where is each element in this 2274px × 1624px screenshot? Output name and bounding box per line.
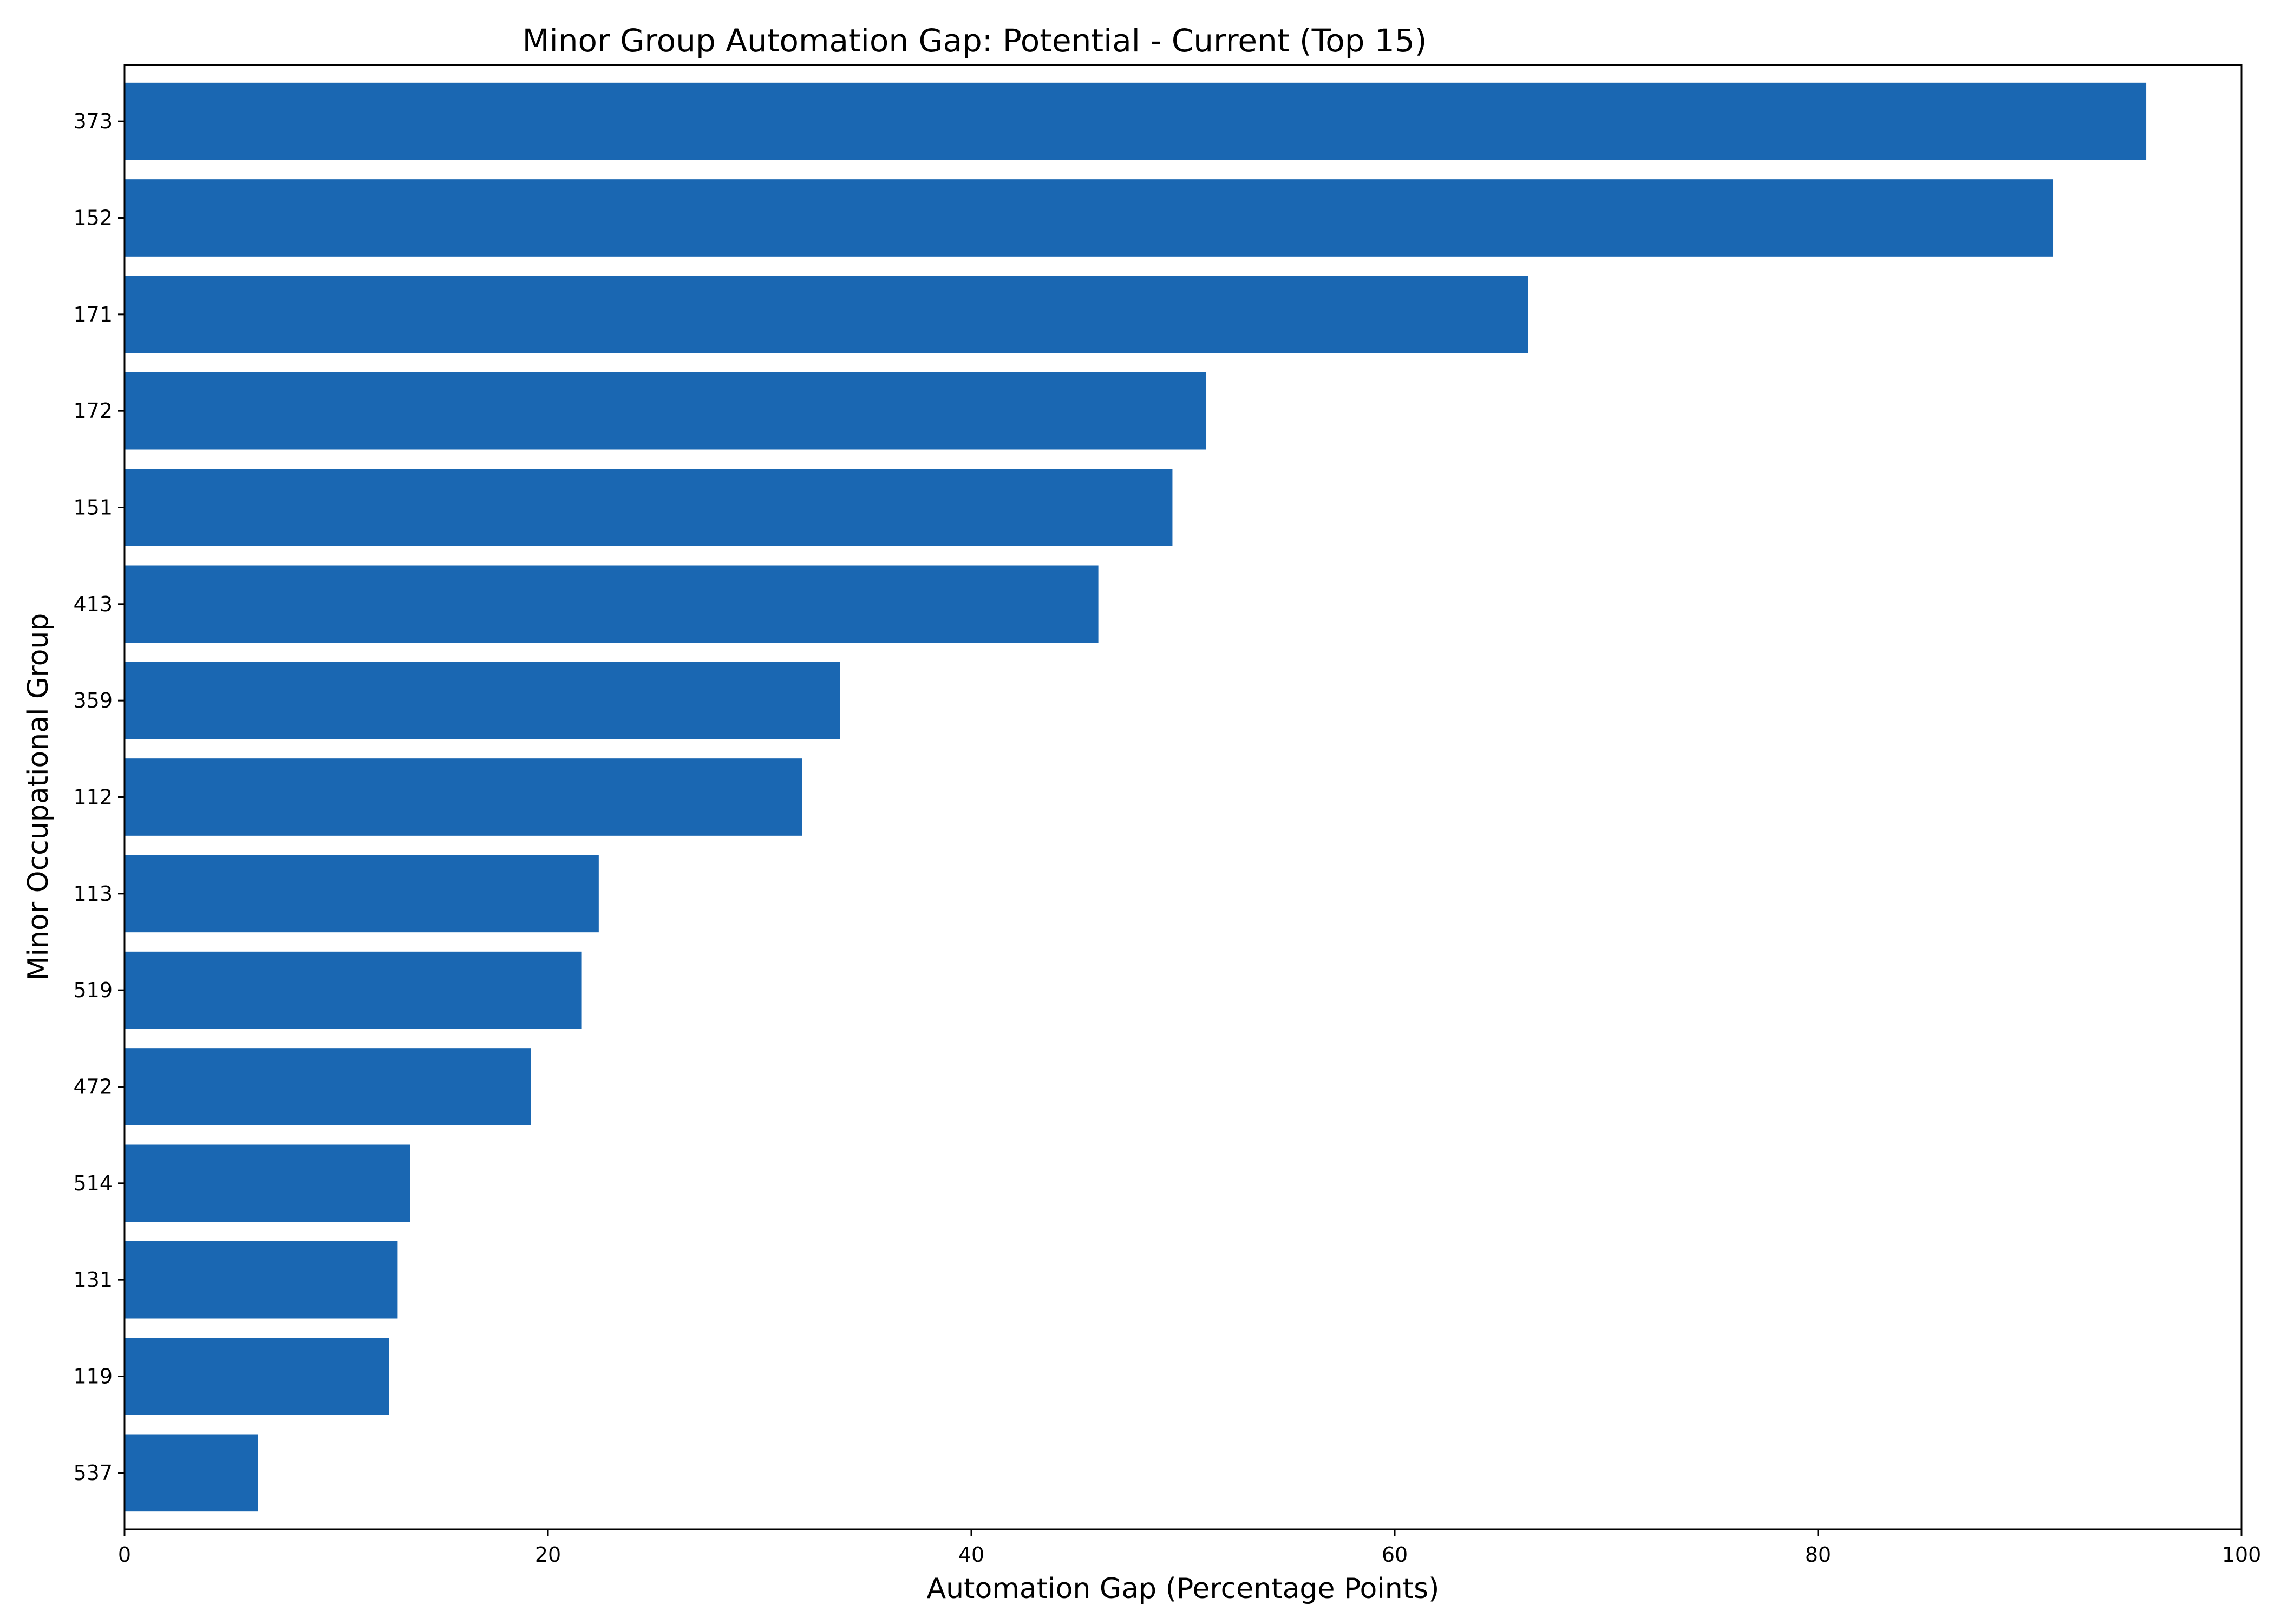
y-tick-label: 413	[73, 592, 113, 616]
y-tick-label: 152	[73, 206, 113, 230]
bar-171	[125, 276, 1528, 353]
bar-514	[125, 1144, 410, 1222]
x-axis-label: Automation Gap (Percentage Points)	[927, 1573, 1440, 1605]
x-tick-label: 100	[2222, 1543, 2262, 1567]
x-tick-label: 20	[535, 1543, 561, 1567]
bar-519	[125, 951, 582, 1029]
y-tick-label: 131	[73, 1268, 113, 1292]
y-axis-label: Minor Occupational Group	[22, 613, 55, 981]
bars-group	[125, 82, 2147, 1512]
bar-151	[125, 469, 1173, 546]
bar-537	[125, 1434, 258, 1512]
y-tick-label: 359	[73, 689, 113, 712]
bar-119	[125, 1338, 389, 1415]
x-tick-label: 80	[1805, 1543, 1831, 1567]
y-tick-label: 119	[73, 1365, 113, 1389]
bar-172	[125, 372, 1207, 450]
y-tick-label: 519	[73, 978, 113, 1002]
y-tick-label: 472	[73, 1075, 113, 1099]
y-tick-label: 151	[73, 496, 113, 520]
x-axis-ticks: 0 20 40 60 80 100	[118, 1529, 2261, 1567]
x-tick-label: 0	[118, 1543, 131, 1567]
y-tick-label: 514	[73, 1171, 113, 1195]
y-axis-ticks: 373 152 171 172 151 413 359 112 113 519 472 514 131 1…	[73, 109, 125, 1485]
y-tick-label: 113	[73, 882, 113, 906]
plot-frame	[123, 64, 2243, 1530]
bar-152	[125, 179, 2054, 257]
y-tick-label: 373	[73, 109, 113, 133]
y-tick-label: 171	[73, 303, 113, 326]
bar-113	[125, 855, 599, 933]
bar-413	[125, 565, 1099, 643]
bar-472	[125, 1048, 531, 1125]
y-tick-label: 112	[73, 785, 113, 809]
y-tick-label: 537	[73, 1461, 113, 1485]
chart-title: Minor Group Automation Gap: Potential - …	[522, 22, 1427, 59]
x-tick-label: 60	[1382, 1543, 1408, 1567]
bar-373	[125, 82, 2147, 160]
bar-359	[125, 662, 840, 739]
y-tick-label: 172	[73, 399, 113, 423]
bar-112	[125, 758, 802, 836]
bar-131	[125, 1241, 398, 1319]
x-tick-label: 40	[958, 1543, 984, 1567]
